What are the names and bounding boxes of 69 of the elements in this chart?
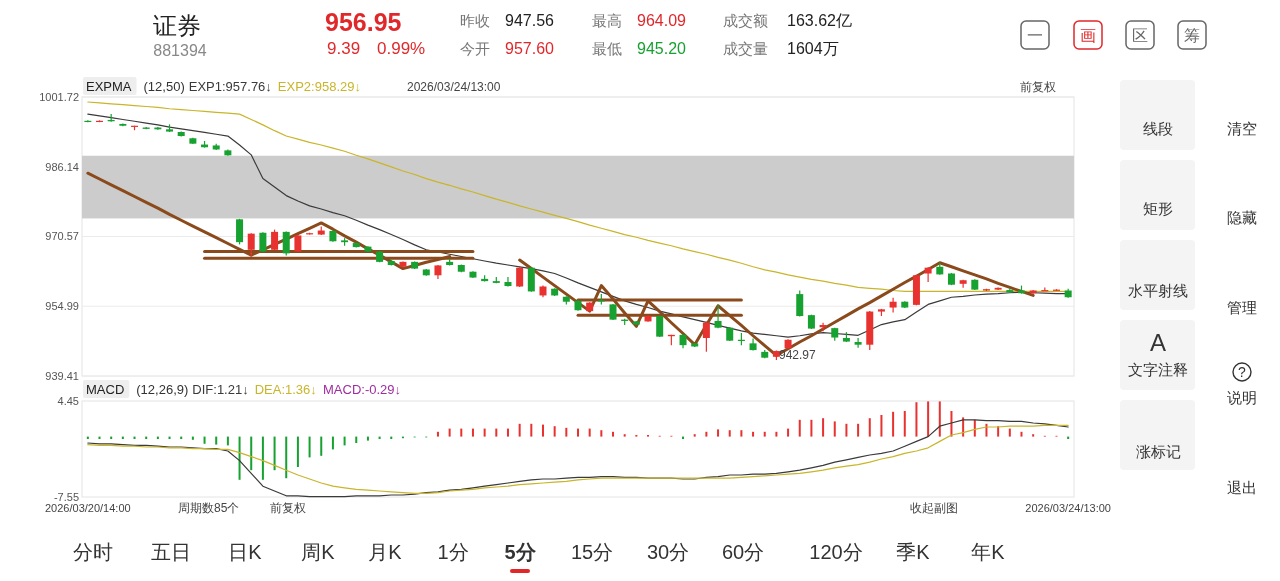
text: 成交量 (723, 39, 768, 57)
text: 957.60 (505, 39, 555, 57)
text: 五日 (151, 541, 191, 563)
annotation: 942.97 (779, 348, 817, 362)
text: MACD:-0.29↓ (323, 381, 402, 397)
text: 筹 (1184, 26, 1200, 44)
text: 956.95 (325, 8, 402, 36)
text: 昨收 (460, 11, 490, 29)
text: 0.99% (377, 38, 426, 58)
y-tick-label: 986.14 (45, 160, 79, 173)
text: 881394 (153, 41, 207, 59)
text: A (1149, 328, 1167, 356)
y-tick-label: 954.99 (45, 300, 79, 313)
text: 前复权 (1020, 80, 1056, 94)
text: 区 (1132, 26, 1148, 44)
text: 退出 (1227, 478, 1257, 496)
text: 矩形 (1143, 199, 1173, 217)
text: 163.62亿 (787, 11, 852, 29)
text: EXP1:957.76↓ (188, 78, 272, 94)
y-tick-label: 4.45 (57, 395, 79, 407)
text: 前复权 (270, 501, 306, 515)
text: 2026/03/24/13:00 (407, 80, 501, 94)
text: 周K (301, 541, 336, 563)
y-tick-label: 939.41 (45, 370, 79, 382)
text: 证券 (153, 11, 201, 39)
y-tick-label: 970.57 (45, 230, 79, 243)
text: 管理 (1227, 298, 1257, 316)
text: 30分 (646, 541, 690, 563)
text: 说明 (1227, 388, 1257, 406)
text: 5分 (504, 541, 537, 563)
text: 947.56 (505, 11, 555, 29)
text: 清空 (1227, 119, 1257, 137)
text: DIF:1.21↓ (192, 381, 249, 397)
text: 周期数85个 (178, 501, 240, 515)
text: 120分 (809, 541, 863, 563)
text: 15分 (570, 541, 614, 563)
y-tick-label: 1001.72 (39, 91, 79, 103)
text: EXP2:958.29↓ (277, 78, 361, 94)
text: DEA:1.36↓ (254, 381, 317, 397)
text: 1分 (437, 541, 469, 563)
text: 945.20 (637, 39, 687, 57)
text: 日K (228, 541, 263, 563)
text: 文字注释 (1128, 360, 1188, 378)
text: 季K (896, 541, 931, 563)
text: 一 (1027, 26, 1043, 44)
text: 60分 (721, 541, 765, 563)
y-tick-label: -7.55 (53, 491, 79, 503)
text: 年K (971, 541, 1006, 563)
x-tick-label: 2026/03/20/14:00 (45, 502, 131, 514)
text: 今开 (460, 39, 490, 57)
chart-subtitle: (12,50) (143, 78, 185, 94)
text: 水平射线 (1128, 281, 1188, 299)
chart-title: MACD (86, 381, 125, 397)
text: ? (1238, 364, 1247, 380)
text: 月K (368, 541, 403, 563)
text: 最高 (592, 11, 622, 29)
chart-title: EXPMA (86, 78, 132, 94)
text: 最低 (592, 39, 622, 57)
text: 9.39 (327, 38, 361, 58)
text: 分时 (73, 541, 113, 563)
chart-subtitle: (12,26,9) (136, 381, 189, 397)
text: 隐藏 (1227, 208, 1257, 226)
text: 收起副图 (910, 501, 958, 515)
text: 画 (1080, 26, 1096, 44)
text: 964.09 (637, 11, 687, 29)
text: 线段 (1143, 119, 1173, 137)
text: 1604万 (787, 39, 839, 57)
text: 涨标记 (1135, 442, 1181, 460)
text: 成交额 (723, 11, 768, 29)
